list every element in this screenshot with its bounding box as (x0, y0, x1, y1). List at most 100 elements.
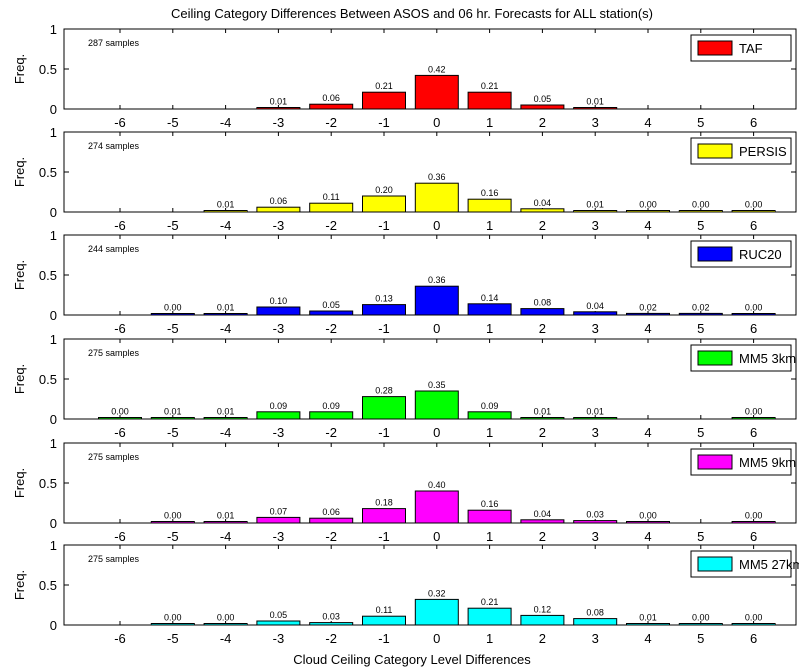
bar (731, 313, 776, 316)
data-label: 0.00 (745, 303, 763, 313)
bar (362, 615, 406, 626)
y-tick-label: 1 (50, 538, 57, 553)
data-label: 0.11 (376, 605, 393, 615)
y-tick-label: 0 (50, 102, 57, 117)
bar (203, 623, 248, 626)
bar (467, 198, 512, 213)
x-tick-label: -2 (325, 218, 337, 233)
data-label: 0.14 (481, 293, 499, 303)
x-tick-label: -2 (325, 115, 337, 130)
x-tick-label: -5 (167, 631, 179, 646)
legend-swatch (697, 143, 733, 159)
data-label: 0.01 (586, 200, 604, 210)
x-tick-label: -5 (167, 115, 179, 130)
bar (678, 210, 723, 213)
data-label: 0.00 (164, 613, 182, 623)
bar (573, 417, 618, 420)
data-label: 0.00 (639, 511, 657, 521)
x-tick-label: 5 (697, 115, 704, 130)
data-label: 0.06 (322, 507, 340, 517)
x-tick-label: 1 (486, 425, 493, 440)
x-tick-label: -1 (378, 115, 390, 130)
data-label: 0.01 (639, 613, 657, 623)
y-tick-label: 1 (50, 332, 57, 347)
bar (414, 182, 459, 213)
data-label: 0.00 (111, 407, 129, 417)
bar (256, 411, 301, 420)
x-tick-label: 4 (644, 529, 651, 544)
x-tick-label: -1 (378, 631, 390, 646)
x-tick-label: -1 (378, 321, 390, 336)
x-tick-label: 6 (750, 529, 757, 544)
bar (467, 303, 512, 316)
bar (150, 313, 195, 316)
x-tick-label: 5 (697, 631, 704, 646)
data-label: 0.21 (375, 81, 393, 91)
bar (362, 396, 406, 420)
data-label: 0.21 (481, 597, 499, 607)
data-label: 0.18 (375, 498, 393, 508)
panel-persis: 0 0.5 1 Freq. -6 -5 -4 -3 -2 -1 0 1 2 3 4 5 6 0.01 0.06 0.1… (12, 125, 797, 233)
bar (467, 509, 512, 524)
legend-label: MM5 27km (739, 557, 799, 572)
data-label: 0.28 (375, 386, 393, 396)
data-label: 0.13 (375, 294, 393, 304)
x-tick-label: 1 (486, 218, 493, 233)
data-label: 0.01 (217, 407, 235, 417)
bar (150, 417, 195, 420)
x-tick-label: -6 (114, 631, 126, 646)
y-axis-label: Freq. (12, 364, 27, 394)
x-tick-label: 6 (750, 115, 757, 130)
bar (414, 598, 459, 626)
bar (362, 195, 406, 213)
data-label: 0.06 (270, 196, 288, 206)
data-label: 0.35 (428, 380, 446, 390)
data-label: 0.00 (639, 200, 657, 210)
x-tick-label: 1 (486, 529, 493, 544)
legend-label: TAF (739, 41, 763, 56)
bar (678, 312, 723, 316)
x-tick-label: -6 (114, 529, 126, 544)
data-label: 0.05 (534, 94, 552, 104)
x-tick-label: 0 (433, 115, 440, 130)
bar (626, 312, 670, 316)
legend-label: MM5 3km (739, 351, 796, 366)
bar (520, 417, 565, 420)
x-tick-label: 0 (433, 529, 440, 544)
x-tick-label: 4 (644, 425, 651, 440)
x-tick-label: 2 (539, 631, 546, 646)
bar (731, 521, 776, 524)
bar (573, 311, 618, 316)
x-tick-label: -4 (220, 529, 232, 544)
data-label: 0.42 (428, 64, 446, 74)
data-label: 0.00 (745, 200, 763, 210)
legend-swatch (697, 556, 733, 572)
x-tick-label: -2 (325, 529, 337, 544)
data-label: 0.04 (534, 198, 552, 208)
x-tick-label: -3 (273, 631, 285, 646)
x-tick-label: 4 (644, 321, 651, 336)
x-tick-label: 3 (592, 529, 599, 544)
x-tick-label: 2 (539, 425, 546, 440)
y-tick-label: 1 (50, 228, 57, 243)
x-tick-label: -5 (167, 218, 179, 233)
x-tick-label: 3 (592, 321, 599, 336)
y-tick-label: 0.5 (39, 62, 57, 77)
data-label: 0.40 (428, 480, 446, 490)
chart-title: Ceiling Category Differences Between ASO… (171, 6, 653, 21)
x-tick-label: -3 (273, 218, 285, 233)
bar (414, 74, 459, 110)
data-label: 0.01 (270, 97, 288, 107)
x-tick-label: -1 (378, 218, 390, 233)
panel-ruc20: 0 0.5 1 Freq. -6 -5 -4 -3 -2 -1 0 1 2 3 4 5 6 0.00 0.01 0.1… (12, 228, 797, 336)
bar (309, 622, 354, 626)
data-label: 0.02 (692, 302, 710, 312)
x-tick-label: -3 (273, 321, 285, 336)
bar (467, 607, 512, 626)
x-tick-label: -4 (220, 425, 232, 440)
bar (150, 521, 195, 524)
data-label: 0.05 (322, 300, 340, 310)
x-tick-label: 5 (697, 529, 704, 544)
data-label: 0.01 (217, 511, 235, 521)
x-tick-label: -2 (325, 321, 337, 336)
